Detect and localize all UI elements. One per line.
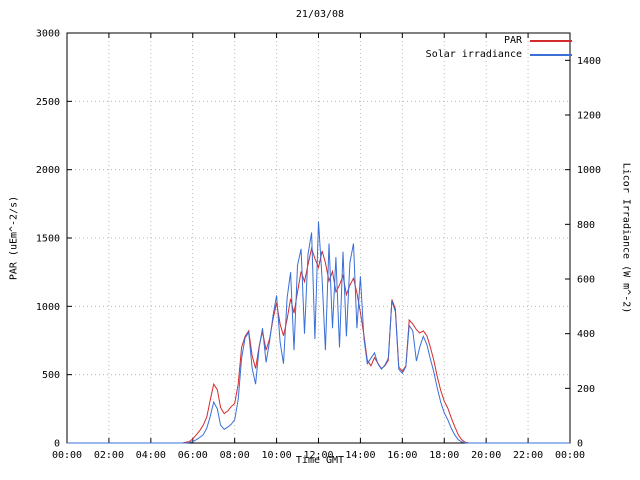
svg-text:16:00: 16:00: [387, 450, 417, 461]
svg-text:04:00: 04:00: [136, 450, 166, 461]
legend-item-par: PAR: [504, 35, 572, 46]
legend-label-solar: Solar irradiance: [425, 49, 522, 60]
svg-text:22:00: 22:00: [513, 450, 543, 461]
svg-text:08:00: 08:00: [220, 450, 250, 461]
svg-text:0: 0: [54, 439, 60, 450]
series-par: [67, 246, 570, 444]
y-axis-label-left: PAR (uEm^-2/s): [8, 195, 20, 281]
solar-line-sample: [530, 53, 572, 56]
x-axis-label: Time GMT: [295, 455, 345, 466]
svg-text:600: 600: [577, 275, 595, 286]
legend: PAR Solar irradiance: [426, 35, 572, 60]
svg-text:2500: 2500: [36, 97, 60, 108]
svg-text:500: 500: [42, 370, 60, 381]
svg-text:1400: 1400: [577, 56, 601, 67]
svg-text:1000: 1000: [36, 302, 60, 313]
tick-labels: 00:00 02:00 04:00 06:00 08:00 10:00 12:00 14:00…: [36, 29, 601, 462]
svg-text:1500: 1500: [36, 234, 60, 245]
svg-text:400: 400: [577, 329, 595, 340]
svg-text:02:00: 02:00: [94, 450, 124, 461]
svg-text:3000: 3000: [36, 29, 60, 40]
svg-text:1000: 1000: [577, 165, 601, 176]
svg-text:0: 0: [577, 439, 583, 450]
svg-text:06:00: 06:00: [178, 450, 208, 461]
svg-text:14:00: 14:00: [345, 450, 375, 461]
y-axis-label-right: Licor Irradiance (W m^-2): [620, 162, 632, 314]
svg-text:2000: 2000: [36, 165, 60, 176]
svg-text:00:00: 00:00: [52, 450, 82, 461]
svg-text:200: 200: [577, 384, 595, 395]
par-line-sample: [530, 39, 572, 42]
svg-text:18:00: 18:00: [429, 450, 459, 461]
chart-title: 21/03/08: [295, 9, 345, 20]
tick-marks: [66, 32, 571, 444]
svg-text:20:00: 20:00: [471, 450, 501, 461]
svg-text:800: 800: [577, 220, 595, 231]
svg-text:12:00: 12:00: [303, 450, 333, 461]
gridlines: [66, 32, 571, 444]
svg-text:00:00: 00:00: [555, 450, 585, 461]
legend-label-par: PAR: [503, 35, 522, 46]
svg-text:1200: 1200: [577, 111, 601, 122]
svg-text:10:00: 10:00: [262, 450, 292, 461]
legend-item-solar: Solar irradiance: [426, 49, 572, 60]
series-solar-irradiance: [67, 221, 570, 444]
